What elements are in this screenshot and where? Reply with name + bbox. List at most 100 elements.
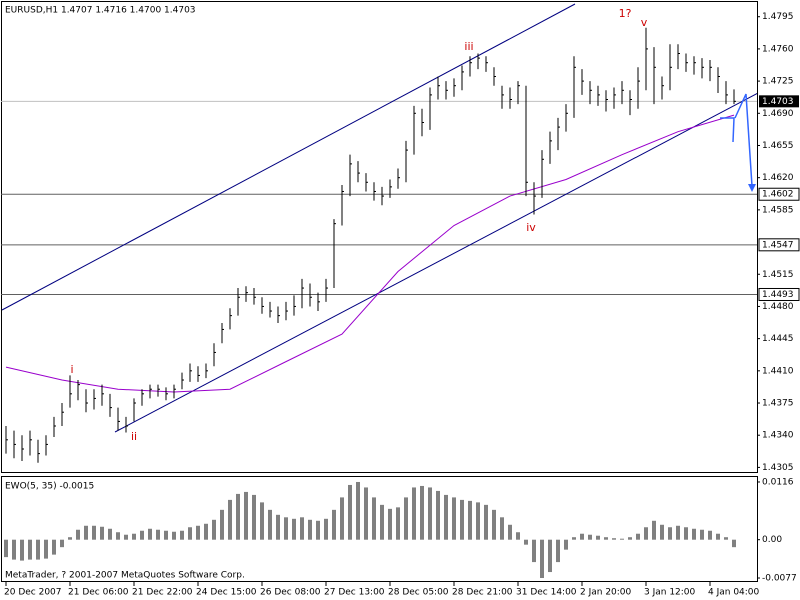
indicator-bar — [524, 539, 528, 545]
indicator-bar — [276, 514, 280, 540]
indicator-bar — [228, 499, 232, 540]
indicator-bar — [668, 527, 672, 540]
indicator-bar — [612, 538, 616, 540]
indicator-bar — [348, 484, 352, 540]
indicator-pane — [4, 481, 736, 579]
copyright: MetaTrader, ? 2001-2007 MetaQuotes Softw… — [5, 571, 245, 581]
indicator-bar — [644, 527, 648, 540]
indicator-bar — [316, 520, 320, 540]
indicator-frame — [1, 476, 758, 582]
wave-label: i — [70, 363, 73, 376]
indicator-bar — [588, 534, 592, 540]
indicator-bar — [412, 487, 416, 540]
indicator-bar — [268, 509, 272, 540]
indicator-bar — [532, 539, 536, 563]
indicator-bar — [732, 539, 736, 548]
indicator-bar — [284, 517, 288, 540]
indicator-bar — [444, 494, 448, 540]
x-tick-label: 28 Dec 21:00 — [452, 588, 513, 598]
x-tick-label: 24 Dec 15:00 — [196, 588, 257, 598]
level-label: 1.4602 — [762, 190, 794, 200]
y-tick-label: 1.4725 — [762, 77, 794, 87]
indicator-bar — [636, 533, 640, 540]
indicator-bar — [684, 527, 688, 540]
indicator-bar — [148, 528, 152, 540]
y-tick-label: 1.4760 — [762, 44, 794, 54]
wave-label: v — [641, 16, 648, 29]
indicator-bar — [300, 517, 304, 540]
chart-title: EURUSD,H1 1.4707 1.4716 1.4700 1.4703 — [5, 6, 196, 16]
indicator-bar — [428, 487, 432, 540]
x-tick-label: 21 Dec 22:00 — [132, 588, 193, 598]
indicator-bar — [492, 509, 496, 540]
indicator-bar — [324, 518, 328, 540]
indicator-bar — [108, 528, 112, 540]
y-tick-label: 1.4690 — [762, 109, 794, 119]
indicator-bar — [364, 487, 368, 540]
level-label: 1.4493 — [762, 290, 794, 300]
indicator-bar — [92, 525, 96, 540]
wave-label: 1? — [619, 7, 632, 20]
indicator-bar — [724, 537, 728, 540]
level-label-box — [758, 187, 800, 201]
wave-label: iv — [526, 221, 536, 234]
indicator-bar — [244, 491, 248, 540]
indicator-bar — [332, 509, 336, 540]
indicator-bar — [516, 532, 520, 540]
x-tick-label: 20 Dec 2007 — [4, 588, 62, 598]
indicator-bar — [620, 538, 624, 540]
level-label-box — [758, 287, 800, 301]
y-tick-label: 1.4445 — [762, 334, 794, 344]
level-label-box — [758, 238, 800, 252]
indicator-bar — [652, 520, 656, 540]
indicator-bar — [260, 502, 264, 540]
y-tick-label: 1.4655 — [762, 141, 794, 151]
indicator-bar — [204, 523, 208, 540]
indicator-bar — [676, 525, 680, 540]
y-tick-label: 1.4795 — [762, 12, 794, 22]
y-tick-label: 1.4585 — [762, 205, 794, 215]
indicator-bar — [124, 534, 128, 540]
indicator-bar — [604, 537, 608, 540]
indicator-bar — [252, 494, 256, 540]
x-tick-label: 4 Jan 04:00 — [708, 588, 760, 598]
wave-label: iii — [464, 40, 473, 53]
indicator-bar — [484, 504, 488, 540]
y-tick-label: 1.4480 — [762, 302, 794, 312]
x-tick-label: 3 Jan 12:00 — [644, 588, 696, 598]
indicator-bar — [372, 497, 376, 540]
indicator-bar — [4, 539, 8, 558]
indicator-bar — [68, 537, 72, 540]
indicator-bar — [476, 502, 480, 540]
indicator-bar — [420, 485, 424, 540]
indicator-bar — [700, 529, 704, 540]
indicator-bar — [508, 524, 512, 540]
indicator-bar — [52, 539, 56, 555]
indicator-bar — [596, 535, 600, 540]
y-tick-label: -0.0077 — [762, 574, 797, 584]
y-tick-label: 1.4305 — [762, 463, 794, 473]
indicator-bar — [172, 531, 176, 540]
indicator-bar — [292, 518, 296, 540]
indicator-bar — [404, 497, 408, 540]
indicator-bar — [388, 508, 392, 540]
indicator-bar — [140, 530, 144, 540]
bid-label-box — [759, 95, 799, 108]
indicator-bar — [28, 539, 32, 560]
indicator-bar — [356, 481, 360, 540]
indicator-bar — [132, 533, 136, 540]
y-tick-label: 1.4375 — [762, 399, 794, 409]
trendline — [114, 93, 757, 433]
indicator-bar — [500, 517, 504, 540]
indicator-bar — [156, 529, 160, 540]
bid-label: 1.4703 — [762, 97, 794, 107]
indicator-bar — [540, 539, 544, 579]
indicator-bar — [628, 537, 632, 540]
x-tick-label: 21 Dec 06:00 — [68, 588, 129, 598]
y-tick-label: 0.0116 — [762, 477, 794, 487]
forecast-arrow — [734, 93, 753, 187]
indicator-bar — [340, 497, 344, 540]
